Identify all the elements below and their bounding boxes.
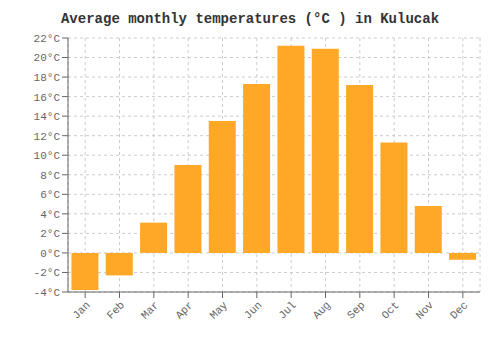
svg-text:Mar: Mar (139, 299, 161, 321)
svg-text:10°C: 10°C (34, 150, 61, 162)
svg-text:12°C: 12°C (34, 131, 61, 143)
svg-text:18°C: 18°C (34, 72, 61, 84)
svg-text:4°C: 4°C (40, 209, 60, 221)
svg-text:16°C: 16°C (34, 92, 61, 104)
svg-text:2°C: 2°C (40, 228, 60, 240)
svg-text:Feb: Feb (105, 299, 127, 321)
svg-text:Jun: Jun (242, 299, 264, 321)
svg-text:-2°C: -2°C (34, 267, 61, 279)
svg-text:Jul: Jul (276, 299, 298, 321)
svg-text:Apr: Apr (173, 299, 195, 321)
svg-text:May: May (208, 299, 231, 322)
svg-text:8°C: 8°C (40, 170, 60, 182)
svg-text:20°C: 20°C (34, 52, 61, 64)
svg-text:-4°C: -4°C (34, 287, 61, 299)
svg-text:Aug: Aug (311, 299, 333, 321)
svg-text:Oct: Oct (379, 299, 401, 321)
svg-text:0°C: 0°C (40, 248, 60, 260)
html-text:Average monthly temperatures (: Average monthly temperatures (°C ) in Ku… (61, 11, 439, 27)
svg-text:6°C: 6°C (40, 189, 60, 201)
svg-text:Dec: Dec (448, 299, 470, 321)
svg-text:14°C: 14°C (34, 111, 61, 123)
svg-text:Nov: Nov (414, 299, 437, 322)
svg-text:Jan: Jan (70, 299, 92, 321)
svg-text:Sep: Sep (345, 299, 367, 321)
svg-text:22°C: 22°C (34, 33, 61, 45)
